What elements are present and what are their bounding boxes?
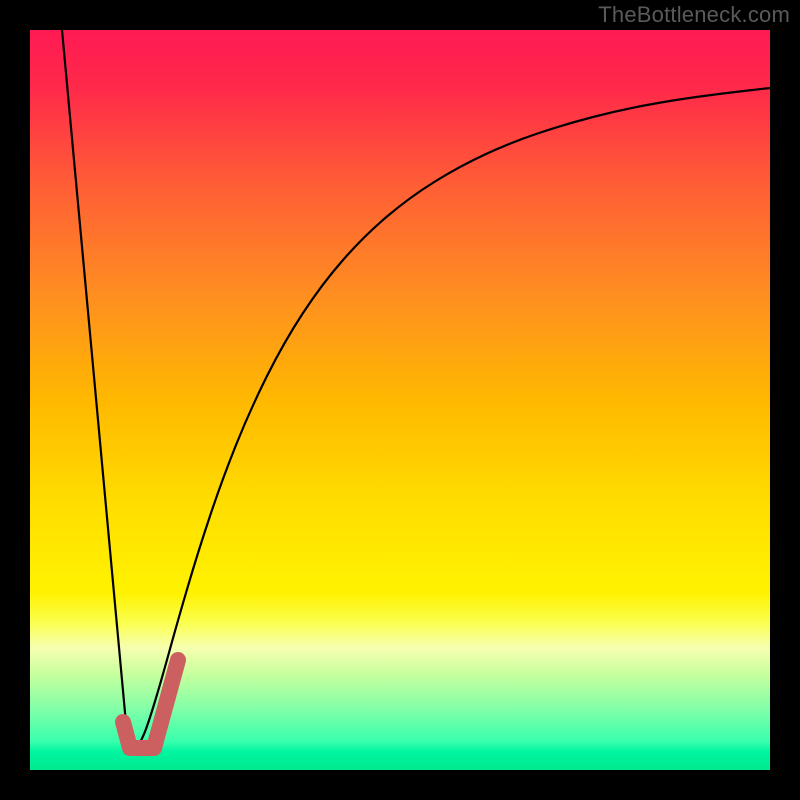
plot-area — [30, 30, 770, 770]
bottleneck-chart-svg — [0, 0, 800, 800]
chart-container: TheBottleneck.com — [0, 0, 800, 800]
watermark-text: TheBottleneck.com — [598, 2, 790, 28]
